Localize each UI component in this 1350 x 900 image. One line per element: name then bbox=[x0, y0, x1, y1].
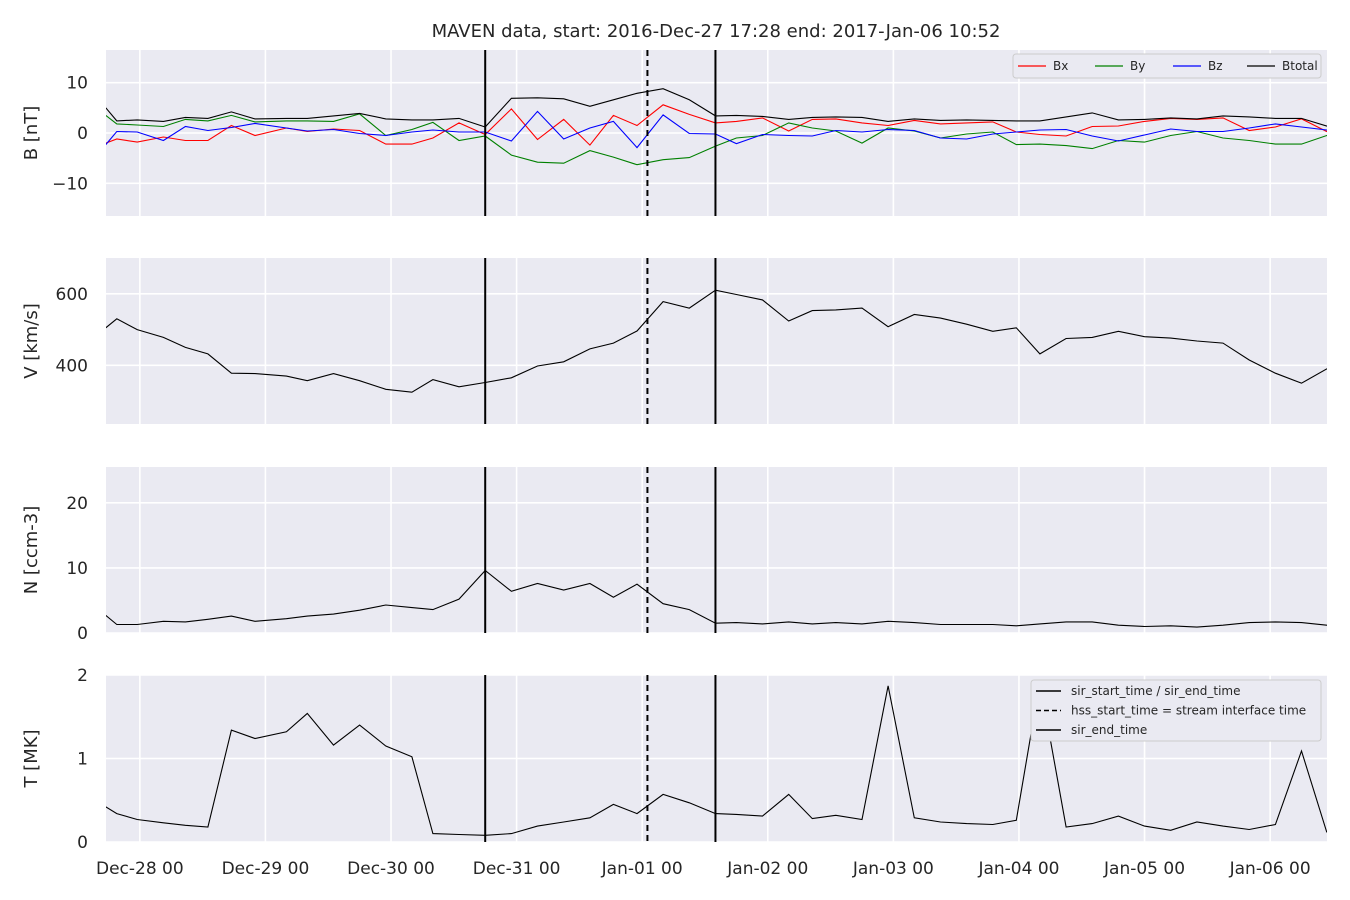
n-panel: 20 10 0 N [ccm-3] bbox=[21, 467, 1327, 644]
y-axis-label: B [nT] bbox=[21, 106, 42, 161]
x-tick-label: Dec-28 00 bbox=[96, 859, 184, 879]
y-axis-label: N [ccm-3] bbox=[21, 506, 42, 595]
y-tick-label: 2 bbox=[77, 666, 88, 686]
x-tick-label: Dec-30 00 bbox=[347, 859, 435, 879]
y-tick-label: 1 bbox=[77, 750, 88, 770]
panel-background bbox=[106, 467, 1327, 633]
legend-box bbox=[1030, 679, 1322, 742]
legend-box bbox=[1012, 53, 1322, 79]
x-tick-label: Jan-06 00 bbox=[1229, 859, 1311, 879]
legend-label: hss_start_time = stream interface time bbox=[1071, 704, 1306, 718]
chart-title: MAVEN data, start: 2016-Dec-27 17:28 end… bbox=[432, 21, 1001, 42]
y-tick-label: 10 bbox=[66, 74, 88, 94]
y-tick-label: 0 bbox=[77, 833, 88, 853]
legend-label: Bz bbox=[1208, 59, 1223, 73]
v-panel: 600 400 V [km/s] bbox=[21, 258, 1327, 424]
x-tick-label: Jan-02 00 bbox=[726, 859, 808, 879]
y-tick-label: 400 bbox=[56, 356, 88, 376]
x-axis: Dec-28 00 Dec-29 00 Dec-30 00 Dec-31 00 Jan-… bbox=[96, 859, 1311, 879]
y-tick-label: 0 bbox=[77, 624, 88, 644]
x-tick-label: Dec-29 00 bbox=[222, 859, 310, 879]
x-tick-label: Dec-31 00 bbox=[473, 859, 561, 879]
y-tick-label: 0 bbox=[77, 124, 88, 144]
x-tick-label: Jan-04 00 bbox=[977, 859, 1059, 879]
y-tick-label: 20 bbox=[66, 494, 88, 514]
legend-label: Btotal bbox=[1282, 59, 1318, 73]
legend-label: sir_end_time bbox=[1071, 723, 1147, 737]
x-tick-label: Jan-01 00 bbox=[601, 859, 683, 879]
t-panel-legend: sir_start_time / sir_end_time hss_start_t… bbox=[1030, 679, 1322, 742]
legend-label: By bbox=[1130, 59, 1145, 73]
x-tick-label: Jan-03 00 bbox=[852, 859, 934, 879]
legend-label: Bx bbox=[1053, 59, 1068, 73]
y-tick-label: −10 bbox=[52, 174, 88, 194]
x-tick-label: Jan-05 00 bbox=[1103, 859, 1185, 879]
y-tick-label: 10 bbox=[66, 559, 88, 579]
t-panel: 2 1 0 T [MK] bbox=[21, 666, 1327, 853]
y-axis-label: T [MK] bbox=[21, 729, 42, 788]
b-panel-legend: Bx By Bz Btotal bbox=[1012, 53, 1322, 79]
panel-background bbox=[106, 258, 1327, 424]
y-axis-label: V [km/s] bbox=[21, 303, 42, 378]
legend-label: sir_start_time / sir_end_time bbox=[1071, 684, 1241, 698]
y-tick-label: 600 bbox=[56, 285, 88, 305]
